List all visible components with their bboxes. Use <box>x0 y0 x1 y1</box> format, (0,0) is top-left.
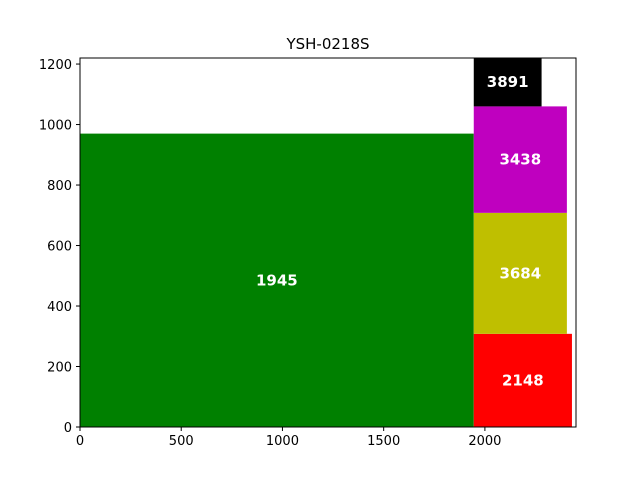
bar-3684 <box>473 212 567 334</box>
bar-3438 <box>473 106 567 213</box>
y-tick-label: 1200 <box>39 58 72 73</box>
chart-title: YSH-0218S <box>285 35 369 53</box>
data-labels-layer: 1945 2148 3684 3438 3891 <box>256 73 544 389</box>
y-tick-label: 1000 <box>39 119 72 134</box>
bar-3891 <box>473 58 542 107</box>
y-tick-label: 400 <box>47 300 72 315</box>
data-label-3891: 3891 <box>487 73 529 91</box>
y-tick-label: 0 <box>64 421 72 436</box>
y-tick-label: 800 <box>47 179 72 194</box>
bar-1945 <box>80 133 474 428</box>
data-label-1945: 1945 <box>256 271 298 289</box>
data-label-2148: 2148 <box>502 371 544 389</box>
data-label-3684: 3684 <box>499 264 541 282</box>
y-tick-label: 600 <box>47 240 72 255</box>
x-tick-label: 0 <box>76 434 84 449</box>
axes-layer: 0 500 1000 1500 2000 0 200 400 600 800 1000 1200 <box>39 57 577 449</box>
x-tick-label: 1500 <box>367 434 400 449</box>
x-tick-label: 2000 <box>468 434 501 449</box>
data-label-3438: 3438 <box>499 151 541 169</box>
bars-layer <box>80 58 572 428</box>
plot-frame <box>79 57 577 428</box>
x-tick-label: 1000 <box>266 434 299 449</box>
y-tick-label: 200 <box>47 361 72 376</box>
bar-2148 <box>473 333 572 427</box>
x-tick-label: 500 <box>169 434 194 449</box>
